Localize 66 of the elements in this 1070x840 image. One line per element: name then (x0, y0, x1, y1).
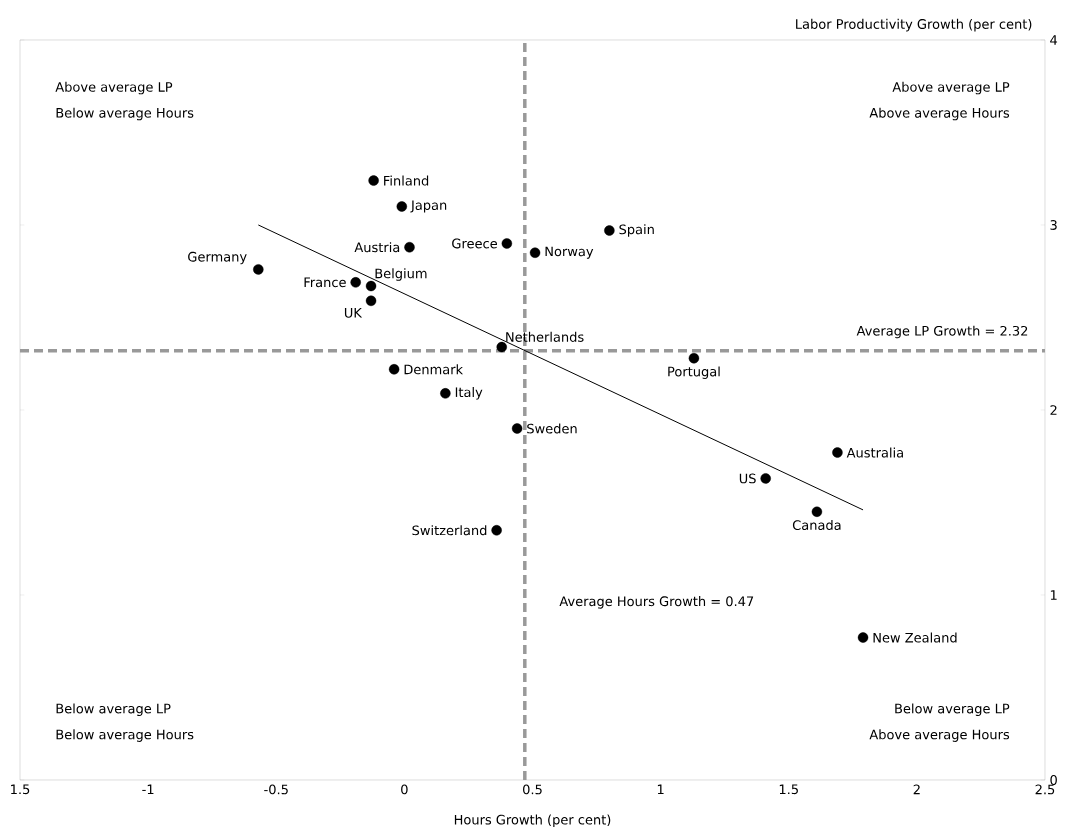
series-label: Italy (455, 387, 483, 400)
series-label: Denmark (404, 364, 464, 375)
point (253, 264, 264, 275)
point (857, 632, 869, 643)
ref-line-label: Average LP Growth = 2.32 (856, 325, 1028, 339)
series-label: Belgium (375, 268, 427, 281)
annotation: Above average Hours (869, 729, 1010, 742)
point (388, 364, 400, 375)
x-tick-label: 2 (913, 784, 920, 795)
point (529, 247, 541, 258)
point (491, 525, 502, 536)
x-tick-label: 1 (657, 784, 664, 794)
series-label: Finland (384, 175, 429, 186)
x-tick-label: 0.5 (523, 784, 542, 795)
y-tick-label: 0 (1050, 775, 1057, 785)
y-tick-label: 2 (1050, 405, 1057, 415)
point (760, 473, 771, 484)
series-label: Canada (792, 519, 841, 530)
annotation: Above average Hours (869, 107, 1010, 121)
y-tick-label: 3 (1050, 220, 1057, 230)
point (350, 277, 361, 288)
y-tick-label: 4 (1050, 35, 1058, 45)
x-tick-label: 1.5 (779, 784, 798, 795)
x-tick-label: -0.5 (264, 784, 288, 795)
series-label: Netherlands (506, 331, 584, 342)
annotation: Above average LP (892, 81, 1010, 95)
series-label: Japan (410, 200, 447, 213)
point (511, 423, 523, 434)
point (496, 341, 507, 353)
point (396, 201, 408, 212)
x-tick-label: 2.5 (1035, 784, 1055, 795)
x-tick-label: -1 (142, 784, 154, 794)
series-label: Greece (452, 238, 497, 249)
point (501, 238, 513, 249)
point (365, 280, 377, 292)
point (404, 241, 415, 253)
series-label: Switzerland (412, 525, 487, 536)
series-label: Austria (354, 242, 400, 253)
series-label: US (739, 473, 756, 484)
point (440, 388, 451, 399)
series-label: Germany (188, 251, 247, 265)
x-axis-title: Hours Growth (per cent) (454, 814, 611, 828)
series-label: Sweden (527, 423, 577, 434)
point (688, 352, 700, 364)
point (811, 506, 823, 517)
annotation: Above average LP (55, 81, 173, 95)
y-axis-title: Labor Productivity Growth (per cent) (796, 18, 1032, 32)
series-label: Portugal (668, 366, 720, 379)
annotation: Below average Hours (56, 107, 194, 121)
series-label: UK (344, 308, 363, 318)
series-label: Spain (619, 224, 654, 237)
point (832, 447, 843, 458)
x-tick-label: 1.5 (11, 784, 30, 795)
point (365, 295, 377, 307)
annotation: Below average LP (56, 703, 171, 716)
series-label: Australia (846, 447, 903, 458)
annotation: Below average Hours (56, 729, 194, 742)
point (368, 175, 379, 186)
ref-line-label: Average Hours Growth = 0.47 (559, 596, 754, 609)
series-label: France (304, 277, 346, 288)
point (604, 225, 615, 236)
y-tick-label: 1 (1050, 590, 1057, 600)
series-label: Norway (545, 246, 594, 259)
x-tick-label: 0 (401, 784, 408, 795)
annotation: Below average LP (895, 703, 1010, 716)
series-label: New Zealand (873, 632, 957, 643)
